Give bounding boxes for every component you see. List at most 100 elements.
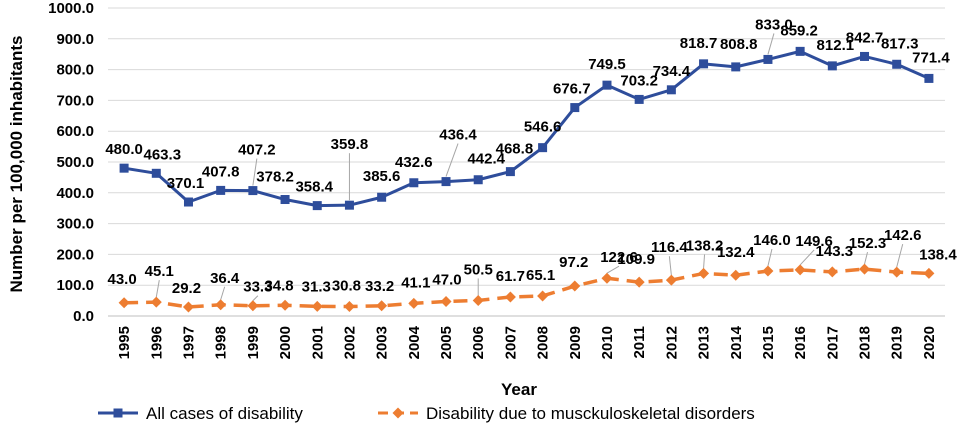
data-point-musculoskeletal xyxy=(794,264,806,276)
x-tick-label: 2004 xyxy=(406,325,423,359)
leader-line xyxy=(703,254,706,269)
data-label-all-cases: 407.2 xyxy=(238,142,276,159)
data-label-all-cases: 734.4 xyxy=(653,63,691,80)
data-label-all-cases: 546.6 xyxy=(524,119,562,136)
x-tick-label: 1997 xyxy=(180,326,197,359)
data-point-all-cases xyxy=(795,46,805,56)
data-label-musculoskeletal: 36.4 xyxy=(210,270,240,287)
data-point-all-cases xyxy=(860,51,870,61)
data-label-musculoskeletal: 138.4 xyxy=(919,246,957,263)
data-label-musculoskeletal: 149.6 xyxy=(795,233,833,250)
y-tick-label: 100.0 xyxy=(56,277,94,294)
legend-marker-diamond xyxy=(392,407,404,419)
data-point-musculoskeletal xyxy=(215,299,227,311)
y-tick-label: 0.0 xyxy=(73,308,94,325)
data-point-all-cases xyxy=(344,200,354,210)
data-label-musculoskeletal: 142.6 xyxy=(884,227,922,244)
y-tick-label: 900.0 xyxy=(56,31,94,48)
data-label-musculoskeletal: 152.3 xyxy=(849,235,887,252)
x-tick-label: 2019 xyxy=(889,326,906,359)
y-axis-title: Number per 100,000 inhabitants xyxy=(7,36,26,293)
data-point-musculoskeletal xyxy=(826,266,838,278)
data-label-musculoskeletal: 41.1 xyxy=(401,274,430,291)
x-tick-label: 2014 xyxy=(728,325,745,359)
data-point-musculoskeletal xyxy=(859,263,871,275)
data-point-musculoskeletal xyxy=(762,265,774,277)
leader-line xyxy=(767,33,775,55)
y-axis-ticks: 0.0 100.0 200.0 300.0 400.0 500.0 600.0 700.0 80… xyxy=(48,0,94,325)
x-tick-label: 2001 xyxy=(309,326,326,359)
x-tick-label: 2007 xyxy=(502,326,519,359)
data-point-all-cases xyxy=(570,103,580,113)
data-label-musculoskeletal: 138.2 xyxy=(686,237,724,254)
y-tick-label: 800.0 xyxy=(56,62,94,79)
x-tick-label: 1998 xyxy=(213,326,230,359)
data-point-musculoskeletal xyxy=(279,299,291,311)
data-point-all-cases xyxy=(280,195,290,205)
data-label-all-cases: 749.5 xyxy=(588,56,626,73)
data-point-musculoskeletal xyxy=(698,267,710,279)
data-point-musculoskeletal xyxy=(891,266,903,278)
x-tick-label: 2018 xyxy=(857,326,874,359)
data-label-all-cases: 407.8 xyxy=(202,163,240,180)
x-tick-label: 2008 xyxy=(535,326,552,359)
x-tick-label: 2011 xyxy=(631,326,648,359)
data-label-all-cases: 812.1 xyxy=(817,37,855,54)
data-point-musculoskeletal xyxy=(601,272,613,284)
leader-line xyxy=(606,265,620,274)
data-point-musculoskeletal xyxy=(247,300,259,312)
data-point-all-cases xyxy=(731,62,741,72)
data-label-all-cases: 480.0 xyxy=(105,141,143,158)
data-label-musculoskeletal: 30.8 xyxy=(332,278,361,295)
leader-line xyxy=(445,143,459,177)
data-point-all-cases xyxy=(441,177,451,187)
series-markers xyxy=(118,46,935,313)
data-label-musculoskeletal: 31.3 xyxy=(302,278,331,295)
data-label-musculoskeletal: 45.1 xyxy=(145,263,174,280)
data-label-musculoskeletal: 29.2 xyxy=(172,280,201,297)
x-axis-title: Year xyxy=(501,380,537,399)
data-label-all-cases: 818.7 xyxy=(680,35,718,52)
x-tick-label: 2016 xyxy=(792,326,809,359)
data-label-all-cases: 676.7 xyxy=(553,81,591,98)
data-point-musculoskeletal xyxy=(923,267,935,279)
y-tick-label: 700.0 xyxy=(56,92,94,109)
data-label-all-cases: 432.6 xyxy=(395,154,433,171)
legend-label-2: Disability due to musckuloskeletal disor… xyxy=(426,404,755,423)
y-tick-label: 200.0 xyxy=(56,246,94,263)
data-label-musculoskeletal: 132.4 xyxy=(717,244,755,261)
data-point-all-cases xyxy=(216,185,226,195)
data-label-all-cases: 442.4 xyxy=(467,151,505,168)
data-label-all-cases: 859.2 xyxy=(780,22,818,39)
data-point-all-cases xyxy=(666,85,676,95)
data-label-all-cases: 378.2 xyxy=(256,169,294,186)
x-tick-label: 2010 xyxy=(599,326,616,359)
x-tick-label: 2017 xyxy=(824,326,841,359)
data-point-musculoskeletal xyxy=(504,291,516,303)
data-label-musculoskeletal: 65.1 xyxy=(526,267,555,284)
data-label-musculoskeletal: 33.2 xyxy=(365,278,394,295)
data-point-all-cases xyxy=(892,59,902,69)
x-tick-label: 2013 xyxy=(696,326,713,359)
leader-line xyxy=(155,280,160,298)
leader-line xyxy=(864,251,869,265)
data-label-all-cases: 808.8 xyxy=(720,36,758,53)
y-tick-label: 300.0 xyxy=(56,216,94,233)
leader-line xyxy=(252,295,259,302)
data-label-all-cases: 358.4 xyxy=(295,179,333,196)
data-label-musculoskeletal: 61.7 xyxy=(496,268,525,285)
data-point-musculoskeletal xyxy=(343,301,355,313)
x-tick-label: 2012 xyxy=(663,326,680,359)
data-point-musculoskeletal xyxy=(633,276,645,288)
x-tick-label: 2005 xyxy=(438,326,455,359)
x-tick-label: 2000 xyxy=(277,326,294,359)
data-label-all-cases: 833.0 xyxy=(755,16,793,33)
leader-line xyxy=(220,286,226,300)
data-point-musculoskeletal xyxy=(537,290,549,302)
x-tick-label: 1996 xyxy=(148,326,165,359)
x-tick-label: 2002 xyxy=(341,326,358,359)
data-label-musculoskeletal: 43.0 xyxy=(107,271,136,288)
data-point-musculoskeletal xyxy=(440,296,452,308)
